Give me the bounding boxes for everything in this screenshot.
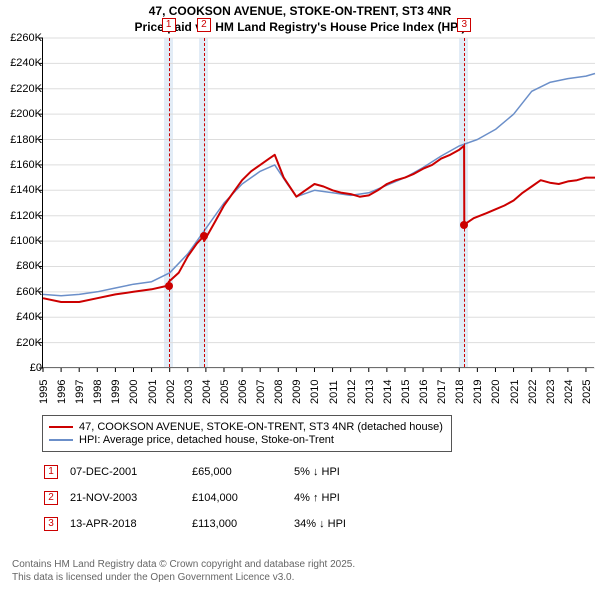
y-tick-label: £60K — [16, 286, 42, 298]
plot-svg — [43, 38, 595, 368]
marker-date: 07-DEC-2001 — [70, 460, 190, 484]
markers-table: 1 07-DEC-2001£65,0005% ↓ HPI 2 21-NOV-2003£… — [42, 458, 358, 538]
marker-delta: 34% ↓ HPI — [294, 512, 356, 536]
x-tick-label: 2001 — [147, 380, 159, 404]
marker-price: £65,000 — [192, 460, 292, 484]
x-tick-label: 2008 — [273, 380, 285, 404]
x-tick-label: 2007 — [255, 380, 267, 404]
marker-label: 3 — [457, 18, 471, 32]
marker-number-box: 2 — [44, 491, 58, 505]
attribution-line2: This data is licensed under the Open Gov… — [12, 571, 355, 584]
x-tick-label: 2006 — [237, 380, 249, 404]
y-tick-label: £160K — [10, 159, 42, 171]
x-tick-label: 2025 — [581, 380, 593, 404]
plot-region: 123 — [42, 38, 594, 368]
title-line2: Price paid vs. HM Land Registry's House … — [0, 20, 600, 36]
attribution-line1: Contains HM Land Registry data © Crown c… — [12, 558, 355, 571]
chart-title: 47, COOKSON AVENUE, STOKE-ON-TRENT, ST3 … — [0, 0, 600, 35]
title-line1: 47, COOKSON AVENUE, STOKE-ON-TRENT, ST3 … — [0, 4, 600, 20]
marker-line — [464, 38, 465, 367]
x-tick-label: 2019 — [472, 380, 484, 404]
sale-point — [200, 232, 208, 240]
y-tick-label: £140K — [10, 184, 42, 196]
sale-point — [460, 221, 468, 229]
x-tick-label: 2003 — [183, 380, 195, 404]
x-tick-label: 2009 — [291, 380, 303, 404]
marker-price: £104,000 — [192, 486, 292, 510]
x-tick-label: 2002 — [165, 380, 177, 404]
x-tick-label: 2005 — [219, 380, 231, 404]
x-tick-label: 1995 — [38, 380, 50, 404]
marker-row: 2 21-NOV-2003£104,0004% ↑ HPI — [44, 486, 356, 510]
legend: 47, COOKSON AVENUE, STOKE-ON-TRENT, ST3 … — [42, 415, 452, 452]
x-tick-label: 2012 — [346, 380, 358, 404]
y-tick-label: £180K — [10, 134, 42, 146]
y-tick-label: £220K — [10, 83, 42, 95]
x-tick-label: 2022 — [527, 380, 539, 404]
marker-line — [204, 38, 205, 367]
x-tick-label: 2016 — [418, 380, 430, 404]
y-tick-label: £260K — [10, 32, 42, 44]
x-tick-label: 2021 — [509, 380, 521, 404]
legend-label: HPI: Average price, detached house, Stok… — [79, 434, 334, 446]
series-line — [43, 146, 595, 302]
sale-point — [165, 282, 173, 290]
y-tick-label: £240K — [10, 57, 42, 69]
legend-item: 47, COOKSON AVENUE, STOKE-ON-TRENT, ST3 … — [49, 421, 445, 433]
marker-number-box: 1 — [44, 465, 58, 479]
marker-label: 1 — [162, 18, 176, 32]
x-tick-label: 2015 — [400, 380, 412, 404]
legend-item: HPI: Average price, detached house, Stok… — [49, 434, 445, 446]
y-tick-label: £80K — [16, 260, 42, 272]
marker-date: 13-APR-2018 — [70, 512, 190, 536]
y-tick-label: £200K — [10, 108, 42, 120]
marker-row: 3 13-APR-2018£113,00034% ↓ HPI — [44, 512, 356, 536]
marker-number-box: 3 — [44, 517, 58, 531]
x-tick-label: 1999 — [110, 380, 122, 404]
x-tick-label: 1996 — [56, 380, 68, 404]
marker-delta: 5% ↓ HPI — [294, 460, 356, 484]
x-tick-label: 2020 — [490, 380, 502, 404]
y-tick-label: £20K — [16, 337, 42, 349]
y-tick-label: £120K — [10, 210, 42, 222]
x-tick-label: 1997 — [74, 380, 86, 404]
x-tick-label: 2023 — [545, 380, 557, 404]
legend-label: 47, COOKSON AVENUE, STOKE-ON-TRENT, ST3 … — [79, 421, 443, 433]
x-tick-label: 2011 — [328, 380, 340, 404]
x-tick-label: 2013 — [364, 380, 376, 404]
legend-swatch — [49, 439, 73, 441]
attribution: Contains HM Land Registry data © Crown c… — [12, 558, 355, 584]
legend-swatch — [49, 426, 73, 428]
y-tick-label: £40K — [16, 311, 42, 323]
x-tick-label: 2004 — [201, 380, 213, 404]
x-tick-label: 2018 — [454, 380, 466, 404]
marker-date: 21-NOV-2003 — [70, 486, 190, 510]
chart-area: 123 £0 £20K £40K £60K £80K £100K £120K £140K £16… — [0, 38, 600, 408]
y-tick-label: £100K — [10, 235, 42, 247]
y-tick-label: £0 — [30, 362, 42, 374]
marker-price: £113,000 — [192, 512, 292, 536]
marker-delta: 4% ↑ HPI — [294, 486, 356, 510]
marker-label: 2 — [197, 18, 211, 32]
x-tick-label: 2010 — [309, 380, 321, 404]
x-tick-label: 2017 — [436, 380, 448, 404]
x-tick-label: 1998 — [92, 380, 104, 404]
x-tick-label: 2014 — [382, 380, 394, 404]
x-tick-label: 2000 — [128, 380, 140, 404]
marker-row: 1 07-DEC-2001£65,0005% ↓ HPI — [44, 460, 356, 484]
x-tick-label: 2024 — [563, 380, 575, 404]
marker-line — [169, 38, 170, 367]
